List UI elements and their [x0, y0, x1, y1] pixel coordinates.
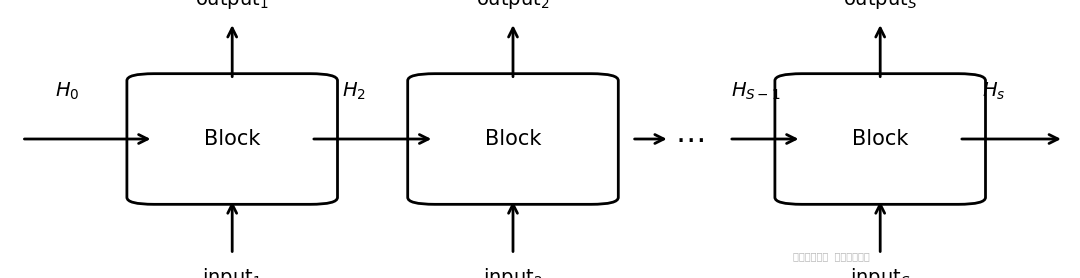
- Text: $\mathrm{output}_{S}$: $\mathrm{output}_{S}$: [842, 0, 918, 11]
- Text: Block: Block: [485, 129, 541, 149]
- Text: Block: Block: [204, 129, 260, 149]
- Text: $H_{S-1}$: $H_{S-1}$: [731, 81, 781, 102]
- Text: $H_0$: $H_0$: [55, 81, 79, 102]
- Text: $H_s$: $H_s$: [982, 81, 1005, 102]
- FancyBboxPatch shape: [774, 74, 985, 204]
- Text: Block: Block: [852, 129, 908, 149]
- Text: 掘金技术社区  京东云开发者: 掘金技术社区 京东云开发者: [793, 251, 870, 261]
- FancyBboxPatch shape: [407, 74, 618, 204]
- Text: $\mathrm{input}_{S}$: $\mathrm{input}_{S}$: [850, 266, 910, 278]
- Text: $\mathrm{output}_{2}$: $\mathrm{output}_{2}$: [476, 0, 550, 11]
- Text: $\mathrm{input}_{2}$: $\mathrm{input}_{2}$: [483, 266, 543, 278]
- Text: $\mathrm{input}_{1}$: $\mathrm{input}_{1}$: [202, 266, 262, 278]
- FancyBboxPatch shape: [127, 74, 337, 204]
- Text: $\cdots$: $\cdots$: [675, 125, 703, 153]
- Text: $H_2$: $H_2$: [342, 81, 366, 102]
- Text: $\mathrm{output}_{1}$: $\mathrm{output}_{1}$: [195, 0, 269, 11]
